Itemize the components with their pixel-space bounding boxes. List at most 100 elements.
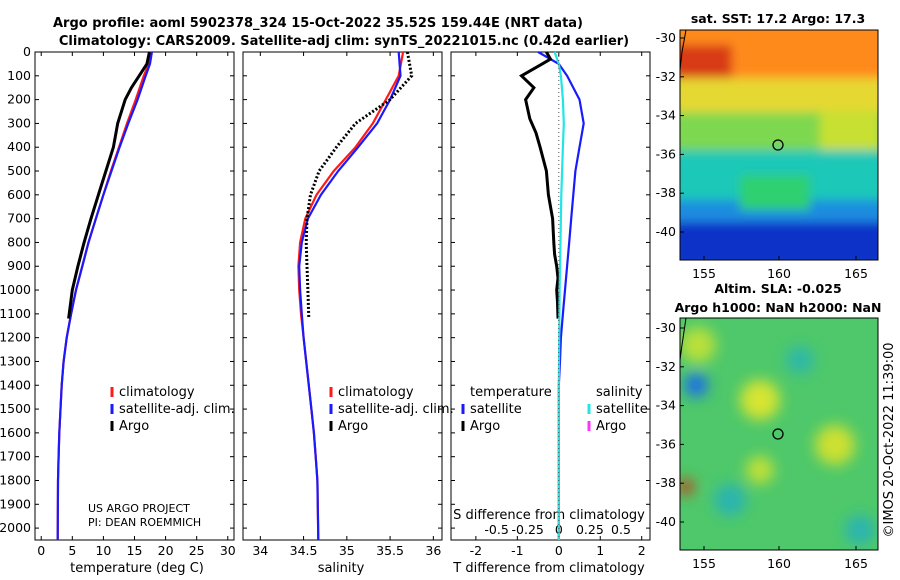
s-diff-tick-label: 0.25 [576,522,604,537]
x-tick-label: 34 [252,543,268,558]
x-tick-label: 36 [425,543,441,558]
lat-tick-label: -34 [656,108,676,123]
salinity-axes [242,51,443,541]
sla-cyan-blob [786,346,814,374]
sla-argo-location-marker [772,428,784,440]
depth-tick-label: 600 [7,187,31,202]
sla-yellow-blob [746,456,774,484]
temperature-series [56,51,153,541]
sla-high-blob [740,380,780,420]
lon-tick-label: 160 [767,266,791,281]
depth-tick-label: 900 [7,258,31,273]
lat-tick-label: -36 [656,146,676,161]
x-tick-label: 15 [127,543,143,558]
depth-tick-label: 2000 [0,520,31,535]
lon-tick-label: 155 [692,266,716,281]
temperature-x-axis: 0 5 10 15 20 25 30 [37,52,236,558]
series-satellite-adj-clim- [298,51,402,541]
lon-tick-label: 155 [692,556,716,571]
series-climatology [297,51,405,541]
difference-series [519,51,585,540]
x-tick-label: 34.5 [290,543,318,558]
lat-tick-label: -34 [656,398,676,413]
figure-title-line1: Argo profile: aoml 5902378_324 15-Oct-20… [53,16,583,31]
depth-tick-label: 0 [23,44,31,59]
sla-map-title: Altim. SLA: -0.025 [714,281,841,296]
sst-green-patch [740,175,810,210]
depth-tick-label: 800 [7,234,31,249]
depth-tick-label: 300 [7,115,31,130]
s-diff-tick-label: 0.5 [611,522,631,537]
lat-tick-label: -30 [656,320,676,335]
sla-high-blob [815,425,855,465]
legend-label-climatology: climatology [338,385,414,400]
lat-tick-label: -38 [656,475,676,490]
x-tick-label: 35 [339,543,355,558]
lat-tick-label: -36 [656,436,676,451]
x-tick-label: 0 [555,543,563,558]
salinity-legend: climatology satellite-adj. clim. Argo [329,385,454,434]
x-tick-label: 1 [596,543,604,558]
series-temperature-argo [519,51,560,319]
x-tick-label: -1 [511,543,523,558]
depth-axis: 0 100 200 300 400 500 600 700 800 900 1000 1100 1200… [0,44,650,535]
depth-tick-label: 200 [7,92,31,107]
depth-tick-label: 100 [7,68,31,83]
sst-map-axes: 155 160 165 -30 -32 -34 -36 -38 -40 [656,30,868,281]
depth-tick-label: 700 [7,211,31,226]
series-salinity-satellite [553,51,565,540]
x-tick-label: -2 [470,543,482,558]
series-temperature-satellite [537,51,585,540]
difference-xlabel: T difference from climatology [452,561,645,576]
figure-title-line2: Climatology: CARS2009. Satellite-adj cli… [59,34,629,49]
depth-tick-label: 1700 [0,449,31,464]
x-tick-label: 35.5 [376,543,404,558]
salinity-xlabel: salinity [318,561,365,576]
temperature-axes [34,51,235,541]
legend-label-salinity-argo: Argo [596,419,626,434]
temperature-legend: climatology satellite-adj. clim. Argo [110,385,235,434]
sla-map [680,318,878,550]
legend-label-climatology: climatology [119,385,195,400]
legend-label-temperature-argo: Argo [470,419,500,434]
sla-blue-eddy [684,373,708,397]
project-label: US ARGO PROJECT [88,502,190,515]
lon-tick-label: 160 [767,556,791,571]
sla-cyan-blob [714,484,746,516]
sla-yellow-blob [680,327,716,363]
lon-tick-label: 165 [844,556,868,571]
s-difference-label: S difference from climatology [453,508,645,523]
x-tick-label: 0 [37,543,45,558]
depth-tick-label: 1300 [0,353,31,368]
sst-yellow-patch [820,110,878,150]
legend-label-satellite: satellite-adj. clim. [338,402,454,417]
s-diff-tick-label: -0.5 [484,522,508,537]
sst-argo-location-marker [772,139,784,151]
sla-coastline [680,318,687,361]
depth-tick-label: 1500 [0,401,31,416]
difference-axes [450,51,651,541]
lat-tick-label: -32 [656,69,676,84]
x-tick-label: 5 [68,543,76,558]
lon-tick-label: 165 [844,266,868,281]
depth-tick-label: 1800 [0,472,31,487]
sst-blue-band [680,222,878,260]
difference-x-axis: -2 -1 0 1 2-0.5 -0.25 0 0.25 0.5 [470,52,646,558]
lat-tick-label: -38 [656,185,676,200]
salinity-series [297,51,414,541]
depth-tick-label: 1200 [0,330,31,345]
x-tick-label: 30 [220,543,236,558]
lat-tick-label: -40 [656,224,676,239]
sla-cyan-blob [845,515,875,545]
difference-legend: temperature satellite Argo salinity sate… [461,385,648,434]
temperature-xlabel: temperature (deg C) [70,561,204,576]
depth-tick-label: 1000 [0,282,31,297]
depth-tick-label: 1900 [0,496,31,511]
sla-map-subtitle: Argo h1000: NaN h2000: NaN [675,300,882,315]
x-tick-label: 2 [638,543,646,558]
lat-tick-label: -40 [656,514,676,529]
depth-tick-label: 1400 [0,377,31,392]
pi-label: PI: DEAN ROEMMICH [88,516,201,529]
sst-map [680,30,878,260]
